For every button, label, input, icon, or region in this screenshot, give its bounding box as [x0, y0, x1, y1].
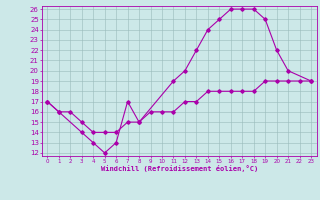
X-axis label: Windchill (Refroidissement éolien,°C): Windchill (Refroidissement éolien,°C)	[100, 165, 258, 172]
